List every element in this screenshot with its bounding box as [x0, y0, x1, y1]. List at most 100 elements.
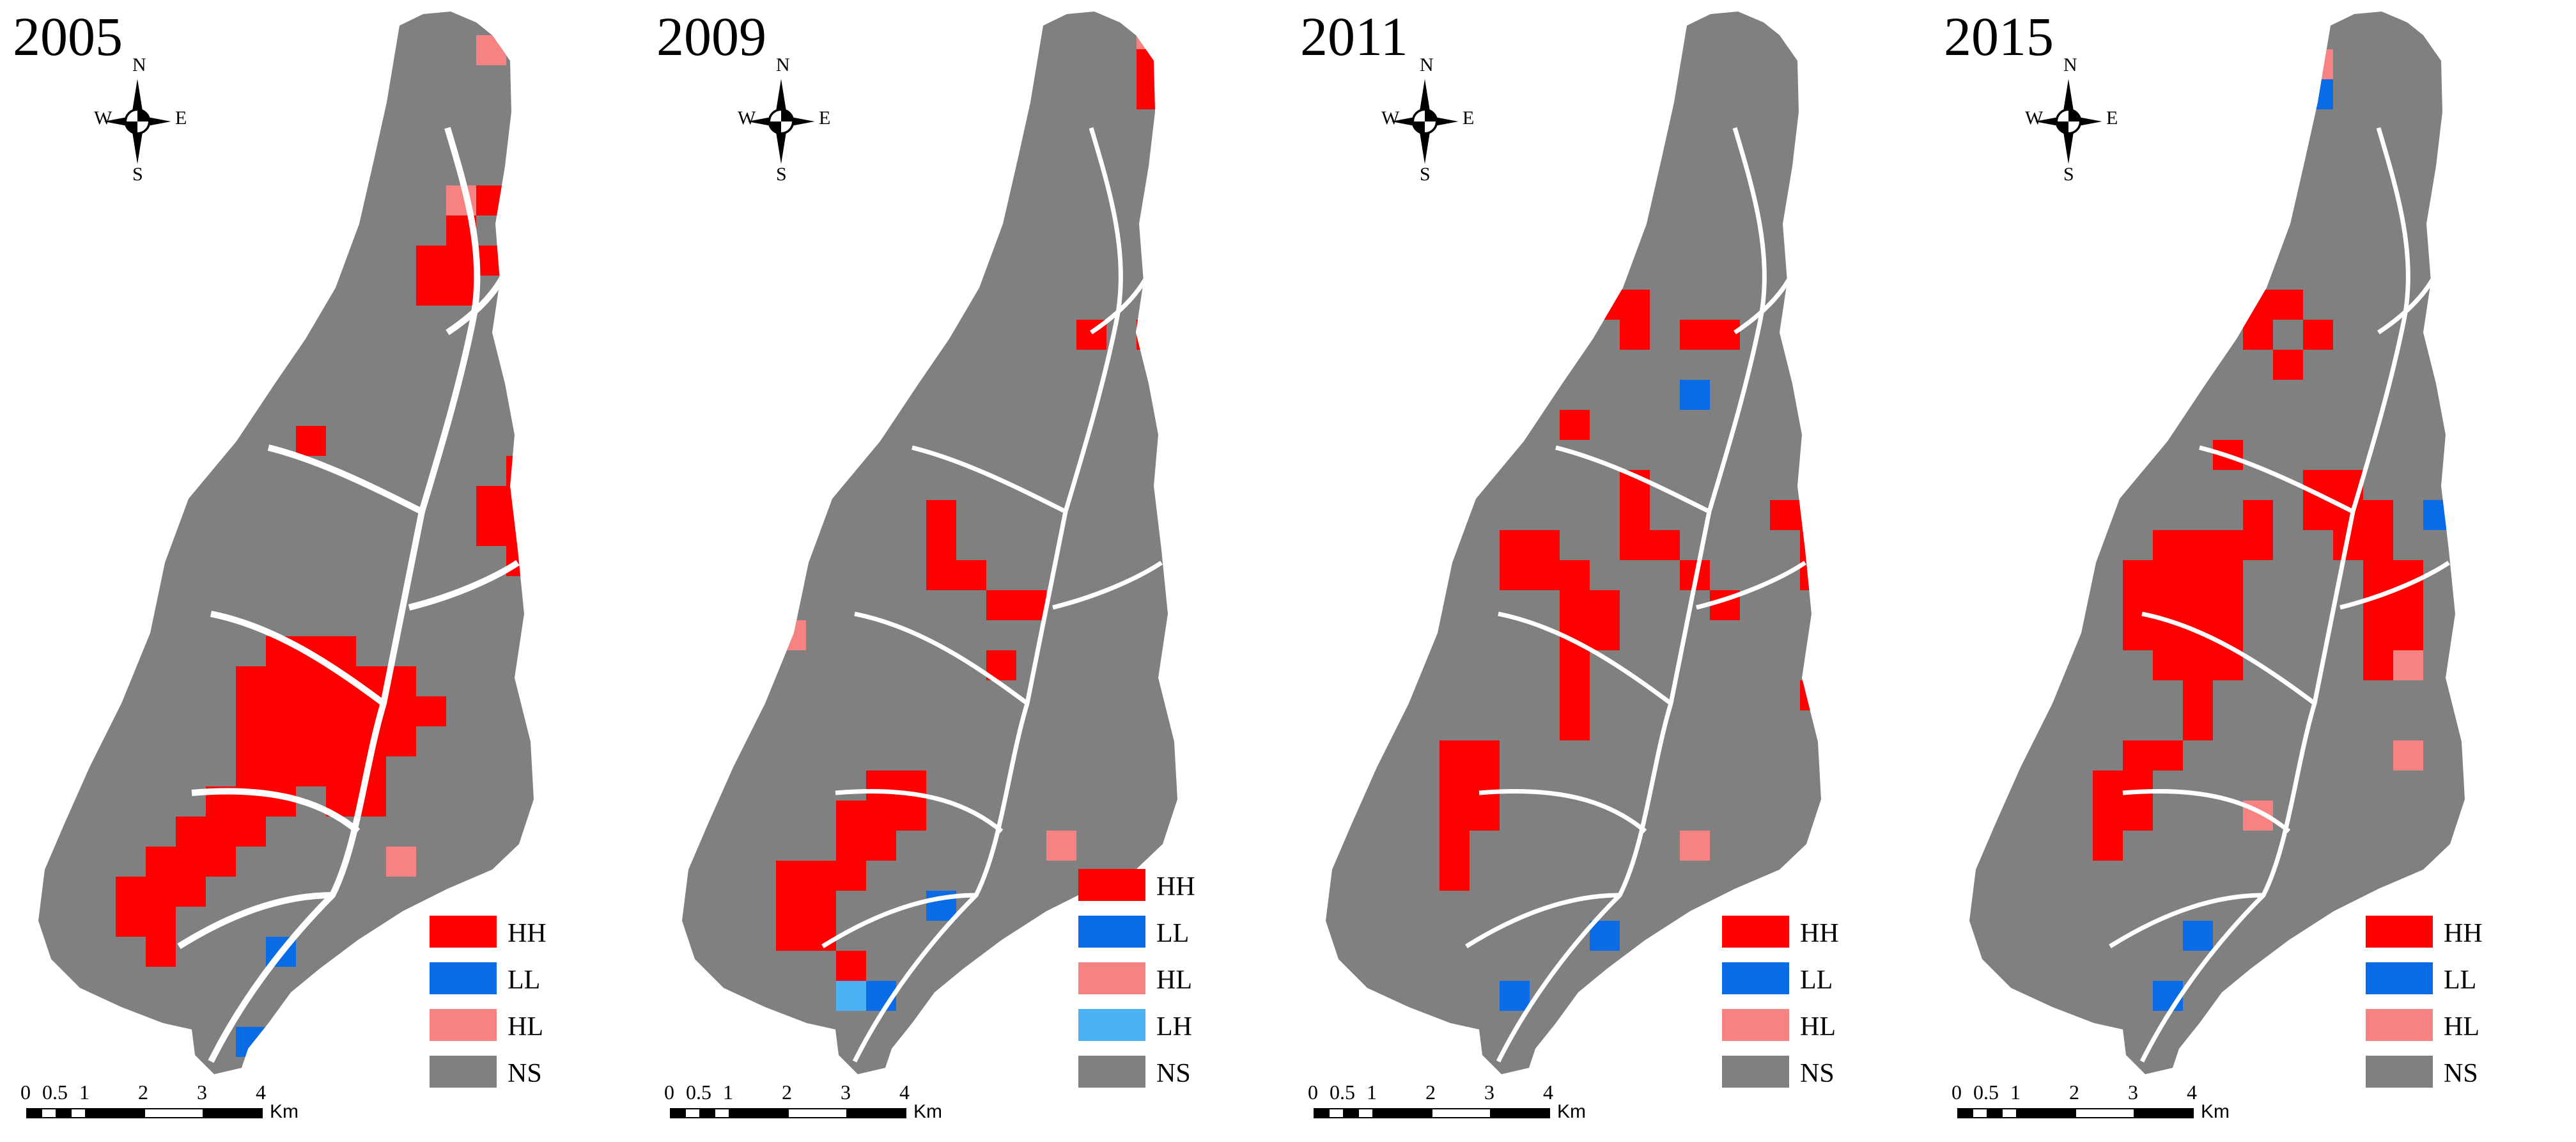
- compass-south-label: S: [1420, 164, 1431, 185]
- scale-tick-label: 1: [1367, 1081, 1377, 1104]
- compass-rose: [736, 61, 826, 182]
- cell-hh: [116, 877, 146, 907]
- cell-hh: [536, 155, 566, 185]
- cell-hl: [1590, 19, 1620, 49]
- cell-hh: [476, 486, 506, 516]
- cell-hh: [1439, 801, 1470, 831]
- cell-hh: [2243, 500, 2273, 530]
- scale-bar: 0 0.5 1 2 3 4 Km: [1308, 1081, 1586, 1125]
- cell-hh: [2183, 530, 2213, 560]
- cell-hh: [326, 756, 356, 786]
- cell-hh: [116, 907, 146, 937]
- cell-hh: [2213, 199, 2243, 230]
- scale-tick-label: 2: [782, 1081, 792, 1104]
- cell-hl: [2153, 169, 2183, 199]
- cell-ll: [2303, 79, 2333, 109]
- cell-ll: [2183, 921, 2213, 951]
- compass-north-label: N: [132, 54, 146, 75]
- cell-hh: [836, 831, 866, 861]
- legend-item-ll: LL: [430, 962, 596, 1001]
- map-panel-2011: 2011 N S W E HH LL HL NS 0 0.5 1 2 3 4 Km: [1287, 0, 1931, 1142]
- legend-label: LL: [508, 966, 541, 995]
- legend-swatch: [430, 1056, 497, 1088]
- cell-hh: [1800, 530, 1821, 560]
- scale-tick-label: 3: [197, 1081, 207, 1104]
- cell-hh: [1620, 320, 1650, 350]
- cell-hl: [386, 847, 416, 877]
- cell-hh: [1770, 500, 1800, 530]
- cell-hh: [926, 530, 956, 560]
- cell-hh: [296, 756, 326, 786]
- cell-hh: [1530, 560, 1560, 590]
- year-label: 2015: [1944, 6, 2054, 67]
- cell-hl: [476, 35, 506, 65]
- legend-label: NS: [1800, 1059, 1835, 1088]
- cell-ll: [1680, 380, 1710, 410]
- compass-rose: [93, 61, 182, 182]
- legend-label: LL: [1156, 919, 1190, 948]
- scale-tick-label: 1: [79, 1081, 89, 1104]
- cell-hh: [2093, 801, 2123, 831]
- cell-hh: [236, 666, 266, 696]
- legend-item-ns: NS: [2366, 1056, 2532, 1094]
- watershed-map: [682, 12, 1287, 1074]
- scale-bar-graphic: [1957, 1108, 2194, 1118]
- cell-hh: [386, 696, 416, 726]
- legend: HH LL HL NS: [1722, 916, 1888, 1102]
- map-panel-2005: 2005 N S W E HH LL HL NS 0 0.5 1 2 3 4 Km: [0, 0, 644, 1142]
- cell-hl: [1046, 831, 1076, 861]
- legend-swatch: [1078, 1056, 1145, 1088]
- compass-north-label: N: [2063, 54, 2077, 75]
- cell-hh: [1620, 290, 1650, 320]
- legend-swatch: [430, 962, 497, 994]
- legend-label: HH: [508, 919, 547, 948]
- cell-hh: [2123, 560, 2153, 590]
- cell-hh: [926, 500, 956, 530]
- cell-hl: [1860, 410, 1890, 440]
- cell-hh: [566, 155, 596, 185]
- cell-hh: [776, 861, 806, 891]
- legend-label: LH: [1156, 1012, 1192, 1042]
- cell-hh: [806, 921, 836, 951]
- cell-hh: [416, 696, 446, 726]
- cell-hh: [596, 155, 626, 185]
- cell-hh: [236, 817, 266, 847]
- cell-hh: [2213, 530, 2243, 560]
- cell-hl: [776, 620, 806, 650]
- cell-hh: [536, 546, 566, 576]
- cell-ll: [1890, 49, 1920, 79]
- cell-hh: [1470, 770, 1500, 801]
- cell-hh: [2243, 290, 2273, 320]
- cell-hh: [1800, 680, 1821, 710]
- cell-hh: [1137, 79, 1167, 109]
- cell-hh: [1439, 831, 1470, 861]
- legend-swatch: [1078, 962, 1145, 994]
- cell-hh: [2303, 320, 2333, 350]
- cell-hh: [1257, 590, 1287, 620]
- cell-hh: [1620, 500, 1650, 530]
- cell-hh: [1620, 530, 1650, 560]
- cell-hh: [836, 801, 866, 831]
- cell-hh: [1530, 530, 1560, 560]
- legend: HH LL HL LH NS: [1078, 869, 1245, 1102]
- cell-hh: [2363, 560, 2393, 590]
- cell-lh: [1197, 350, 1227, 380]
- cell-hh: [536, 576, 566, 606]
- legend-item-hh: HH: [2366, 916, 2532, 954]
- legend-swatch: [2366, 916, 2433, 948]
- cell-hh: [2183, 650, 2213, 680]
- cell-hh: [506, 516, 534, 546]
- cell-hl: [1860, 740, 1890, 770]
- legend-item-ll: LL: [2366, 962, 2532, 1001]
- legend-item-ll: LL: [1078, 916, 1245, 954]
- cell-hh: [296, 426, 326, 456]
- cell-hh: [176, 817, 206, 847]
- cell-hl: [1500, 169, 1530, 199]
- legend: HH LL HL NS: [430, 916, 596, 1102]
- cell-hh: [2183, 560, 2213, 590]
- cell-hl: [2273, 19, 2303, 49]
- cell-hl: [926, 169, 956, 199]
- cell-ll: [1590, 921, 1620, 951]
- legend-item-hl: HL: [430, 1009, 596, 1047]
- legend-swatch: [430, 916, 497, 948]
